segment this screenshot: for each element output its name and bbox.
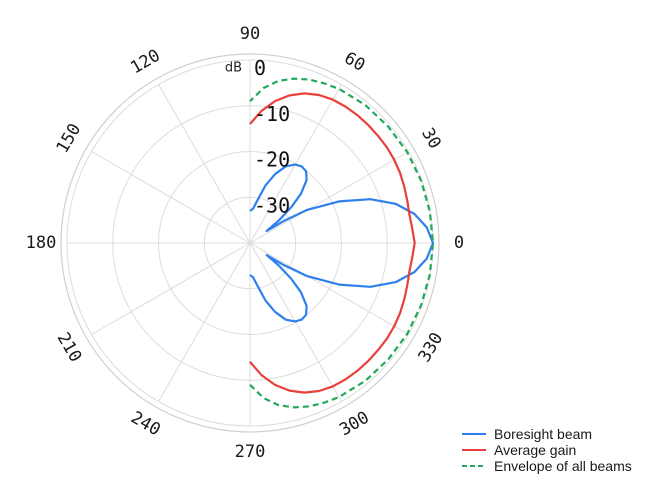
angle-tick-label: 240 xyxy=(127,408,164,441)
radial-unit-label: dB xyxy=(225,61,242,76)
legend-entry: Boresight beam xyxy=(494,426,592,442)
legend-entry: Average gain xyxy=(494,442,576,458)
angle-tick-label: 210 xyxy=(53,329,86,366)
radial-tick-label: -30 xyxy=(254,193,290,217)
angle-tick-label: 30 xyxy=(417,125,445,153)
series-layer xyxy=(249,77,435,409)
grid-spoke xyxy=(158,242,251,402)
grid-spoke xyxy=(158,84,251,244)
angle-tick-label: 270 xyxy=(235,442,266,462)
angle-tick-label: 330 xyxy=(415,329,448,366)
angle-tick-label: 90 xyxy=(240,24,260,44)
angle-tick-label: 300 xyxy=(336,408,373,441)
angle-tick-label: 120 xyxy=(127,46,164,79)
radial-tick-label: -20 xyxy=(254,148,290,172)
polar-grid xyxy=(60,53,440,433)
angle-tick-label: 150 xyxy=(53,120,86,157)
radial-tick-label: 0 xyxy=(254,56,266,80)
angle-tick-label: 0 xyxy=(454,233,464,253)
grid-spoke xyxy=(91,151,251,244)
legend-entry: Envelope of all beams xyxy=(494,458,632,474)
angle-tick-label: 60 xyxy=(341,48,369,76)
grid-spoke xyxy=(249,151,409,244)
angle-tick-label: 180 xyxy=(26,233,57,253)
series-line xyxy=(249,92,416,394)
outer-ring xyxy=(60,53,440,433)
radial-tick-label: -10 xyxy=(254,102,290,126)
grid-spoke xyxy=(91,242,251,335)
grid-spoke xyxy=(249,242,409,335)
series-line xyxy=(249,163,435,323)
